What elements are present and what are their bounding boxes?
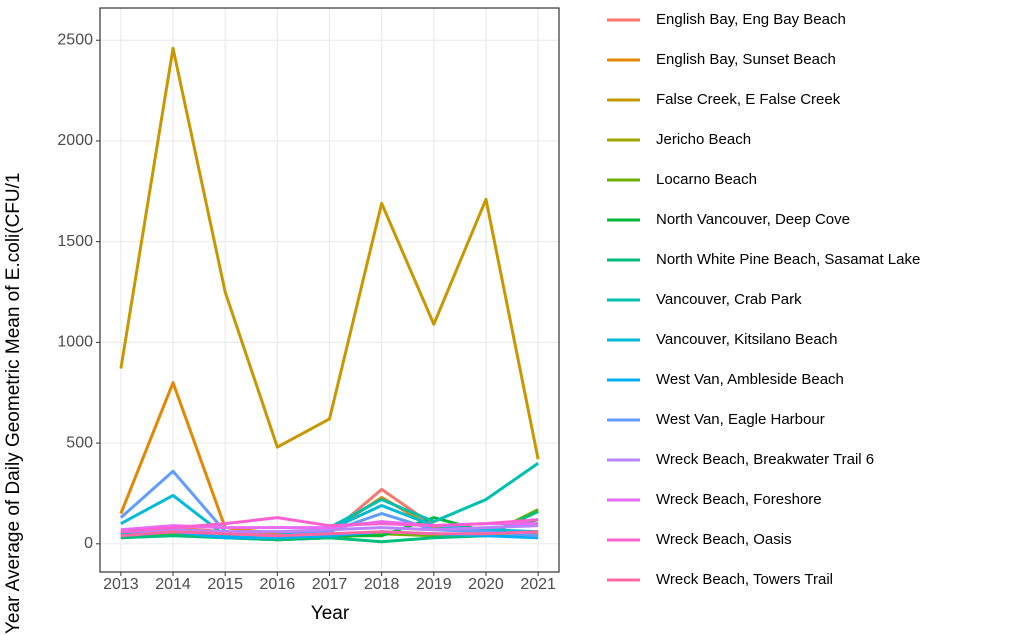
legend-label: North White Pine Beach, Sasamat Lake	[656, 251, 920, 268]
series-line	[119, 46, 540, 460]
legend-label: West Van, Eagle Harbour	[656, 411, 825, 428]
series-line	[120, 524, 539, 534]
legend-label: Locarno Beach	[656, 171, 757, 188]
legend-label: Vancouver, Kitsilano Beach	[656, 331, 838, 348]
legend-label: English Bay, Sunset Beach	[656, 51, 836, 68]
x-tick-label: 2013	[103, 576, 139, 593]
y-tick-label: 500	[66, 434, 93, 451]
y-tick-label: 1000	[57, 334, 93, 351]
panel-border	[99, 7, 560, 573]
x-tick-label: 2016	[260, 576, 296, 593]
y-tick-label: 2000	[57, 132, 93, 149]
legend-label: Wreck Beach, Towers Trail	[656, 571, 833, 588]
x-tick-label: 2017	[312, 576, 348, 593]
legend-label: English Bay, Eng Bay Beach	[656, 11, 846, 28]
y-tick-label: 1500	[57, 233, 93, 250]
x-axis-title: Year	[311, 603, 350, 624]
x-tick-label: 2015	[207, 576, 243, 593]
y-tick-label: 2500	[57, 31, 93, 48]
legend-label: Wreck Beach, Foreshore	[656, 491, 822, 508]
series-line	[120, 516, 539, 534]
legend-label: North Vancouver, Deep Cove	[656, 211, 850, 228]
x-tick-label: 2018	[364, 576, 400, 593]
legend-label: West Van, Ambleside Beach	[656, 371, 844, 388]
x-tick-label: 2014	[155, 576, 191, 593]
x-tick-label: 2019	[416, 576, 452, 593]
y-tick-label: 0	[84, 535, 93, 552]
legend-label: Wreck Beach, Oasis	[656, 531, 792, 548]
series-line	[119, 469, 539, 538]
x-tick-label: 2021	[520, 576, 556, 593]
legend-label: Wreck Beach, Breakwater Trail 6	[656, 451, 874, 468]
x-tick-label: 2020	[468, 576, 504, 593]
series-line	[120, 530, 539, 538]
legend-label: Jericho Beach	[656, 131, 751, 148]
y-axis-title: Year Average of Daily Geometric Mean of …	[3, 173, 24, 634]
legend-label: False Creek, E False Creek	[656, 91, 841, 108]
legend-label: Vancouver, Crab Park	[656, 291, 802, 308]
